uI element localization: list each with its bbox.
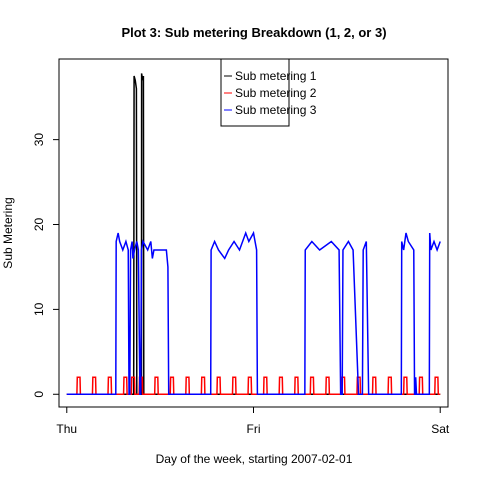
y-tick-label-20: 20 xyxy=(32,218,46,232)
y-tick-label-10: 10 xyxy=(32,302,46,316)
x-tick-label-sat: Sat xyxy=(431,422,450,436)
chart-title: Plot 3: Sub metering Breakdown (1, 2, or… xyxy=(121,25,386,40)
series-line-sub-metering-3 xyxy=(66,230,441,396)
x-tick-label-thu: Thu xyxy=(56,422,77,436)
y-tick-label-0: 0 xyxy=(32,391,46,398)
x-axis-label: Day of the week, starting 2007-02-01 xyxy=(156,452,353,466)
legend-label-sub-metering-1: Sub metering 1 xyxy=(235,69,317,83)
legend: Sub metering 1 Sub metering 2 Sub meteri… xyxy=(220,58,317,127)
series-layer xyxy=(66,73,441,396)
y-tick-label-30: 30 xyxy=(32,133,46,147)
axis-layer: Thu Fri Sat 0 10 20 30 xyxy=(32,133,450,436)
legend-box xyxy=(220,58,290,127)
y-axis-label: Sub Metering xyxy=(1,197,15,268)
legend-label-sub-metering-3: Sub metering 3 xyxy=(235,103,317,117)
x-tick-label-fri: Fri xyxy=(247,422,261,436)
legend-label-sub-metering-2: Sub metering 2 xyxy=(235,86,317,100)
